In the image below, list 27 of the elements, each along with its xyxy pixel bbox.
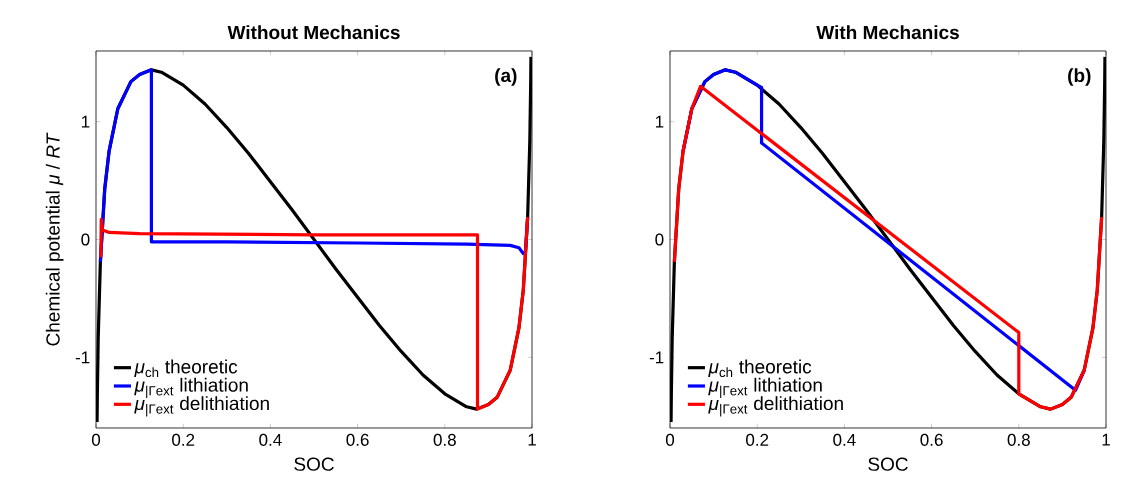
- y-axis-title: Chemical potential μ / RT: [45, 132, 64, 346]
- x-tick-label: 0.2: [746, 433, 769, 446]
- legend-label: μ$_{ch}$ theoretic: [708, 359, 812, 378]
- annotation: (a): [495, 68, 517, 86]
- y-tick-label: -1: [649, 351, 664, 364]
- legend-label: μ$_{ch}$ theoretic: [134, 359, 238, 378]
- x-tick-label: 0.8: [1007, 433, 1030, 446]
- x-tick-label: 0.4: [833, 433, 856, 446]
- y-tick-label: 1: [655, 115, 664, 128]
- y-tick-label: -1: [75, 351, 90, 364]
- x-tick-label: 0: [91, 433, 101, 446]
- x-tick-label: 0: [665, 433, 675, 446]
- y-tick-label: 0: [655, 233, 664, 246]
- x-tick-label: 0.6: [920, 433, 943, 446]
- x-tick-label: 0.6: [346, 433, 369, 446]
- x-tick-label: 1: [528, 433, 536, 446]
- x-axis-title: SOC: [868, 457, 908, 471]
- x-tick-label: 0.4: [259, 433, 282, 446]
- x-tick-label: 0.8: [433, 433, 456, 446]
- chart-title: With Mechanics: [816, 25, 959, 40]
- y-tick-label: 0: [81, 233, 90, 246]
- x-tick-label: 0.2: [172, 433, 195, 446]
- x-tick-label: 1: [1102, 433, 1110, 446]
- y-tick-label: 1: [81, 115, 90, 128]
- annotation: (b): [1068, 68, 1091, 86]
- x-axis-title: SOC: [294, 457, 334, 471]
- chart-title: Without Mechanics: [227, 25, 400, 40]
